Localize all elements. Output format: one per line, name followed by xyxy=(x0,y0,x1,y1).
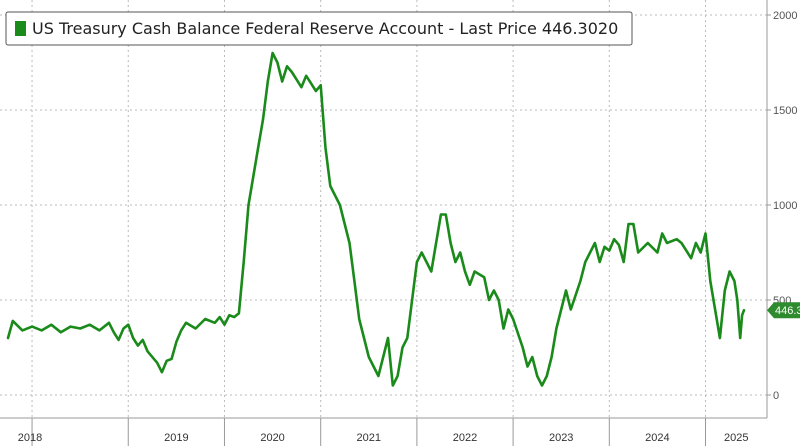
legend-swatch xyxy=(15,21,26,36)
legend-last-price-label: Last Price xyxy=(459,19,536,38)
legend-box xyxy=(5,11,633,46)
x-tick-label-2022: 2022 xyxy=(453,432,477,444)
y-tick-label-0: 0 xyxy=(773,390,779,402)
legend-last-price-value: 446.3020 xyxy=(542,19,618,38)
last-value-tag: 446.3 xyxy=(767,302,800,319)
legend: US Treasury Cash Balance Federal Reserve… xyxy=(5,11,633,46)
series-line-treasury-cash xyxy=(6,51,746,387)
last-value-tag-text: 446.3 xyxy=(775,305,800,317)
y-tick-label-1000: 1000 xyxy=(773,200,797,212)
x-tick-label-2024: 2024 xyxy=(645,432,669,444)
last-value-tag-shape xyxy=(767,302,800,319)
y-tick-label-2000: 2000 xyxy=(773,10,797,22)
x-tick-label-2023: 2023 xyxy=(549,432,573,444)
x-tick-label-2021: 2021 xyxy=(357,432,381,444)
x-axis-ticks: 2018 2019 2020 2021 2022 2023 2024 2025 xyxy=(18,418,749,446)
x-tick-label-2020: 2020 xyxy=(260,432,284,444)
x-tick-label-2018: 2018 xyxy=(18,432,42,444)
legend-series-name: US Treasury Cash Balance Federal Reserve… xyxy=(32,19,443,38)
x-tick-label-2019: 2019 xyxy=(164,432,188,444)
legend-separator: - xyxy=(448,19,454,38)
legend-label: US Treasury Cash Balance Federal Reserve… xyxy=(32,19,618,38)
x-tick-label-2025: 2025 xyxy=(724,432,748,444)
y-tick-label-1500: 1500 xyxy=(773,105,797,117)
